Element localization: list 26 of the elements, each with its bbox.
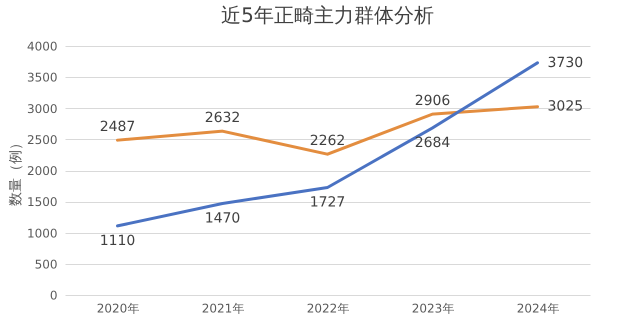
data-label: 2906 [414,93,450,110]
data-label: 2487 [100,119,136,136]
data-label: 3025 [548,98,584,115]
data-label: 1470 [204,210,240,226]
x-tick-label: 2022年 [306,302,350,316]
x-tick-label: 2023年 [412,302,454,316]
y-axis-title: 数量（例） [8,136,24,206]
y-tick-label: 500 [34,257,58,272]
x-tick-label: 2020年 [96,302,140,316]
y-tick-label: 1500 [26,195,58,210]
x-tick-label: 2024年 [516,302,560,316]
y-tick-label: 3000 [26,102,58,116]
data-label: 1727 [310,194,346,210]
data-label: 2632 [204,110,240,126]
y-tick-label: 3500 [26,70,58,85]
data-label: 2262 [310,133,346,150]
x-tick-label: 2021年 [202,302,244,316]
y-tick-label: 1000 [26,226,58,240]
data-label: 1110 [100,232,136,249]
data-label: 3730 [548,54,584,71]
data-label: 2684 [414,134,450,151]
y-tick-label: 4000 [26,40,58,54]
y-tick-label: 0 [50,288,58,302]
y-tick-label: 2000 [26,164,58,178]
y-tick-label: 2500 [26,132,58,147]
chart-title: 近5年正畸主力群体分析 [221,3,434,27]
